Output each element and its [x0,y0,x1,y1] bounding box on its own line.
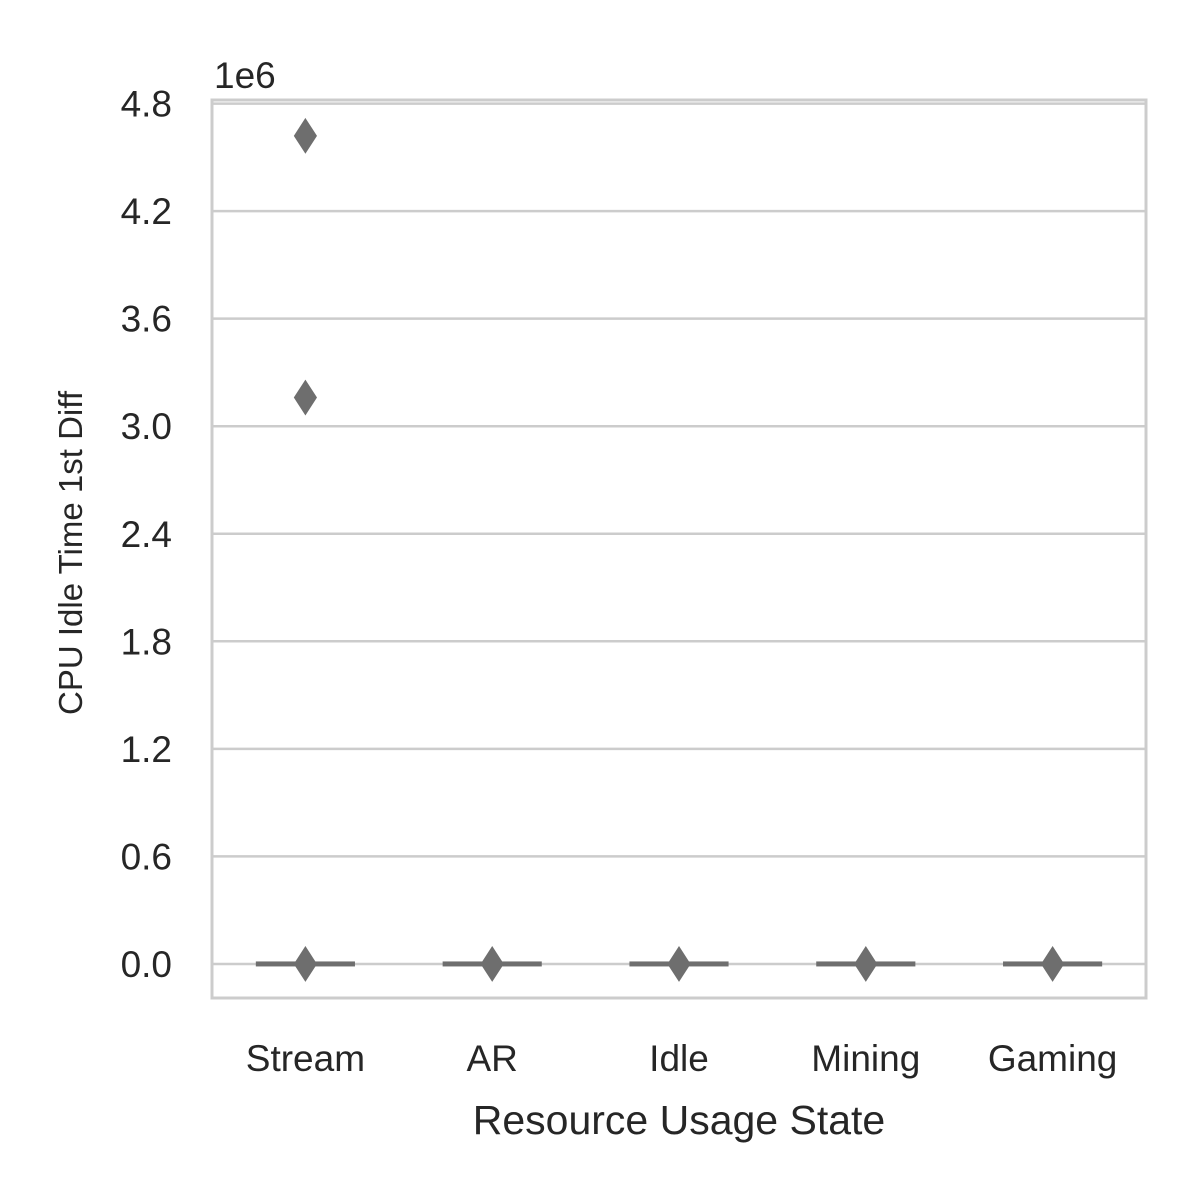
y-tick-label: 0.6 [121,836,172,877]
outlier-point [854,946,878,982]
y-tick-label: 0.0 [121,944,172,985]
y-tick-labels: 0.0 0.6 1.2 1.8 2.4 3.0 3.6 4.2 4.8 [121,84,172,985]
box-stream [255,117,355,982]
x-tick-label: Stream [246,1038,365,1079]
y-tick-label: 1.2 [121,729,172,770]
outlier-point [667,946,691,982]
y-tick-label: 3.0 [121,406,172,447]
x-tick-label: Gaming [988,1038,1118,1079]
y-tick-label: 4.8 [121,84,172,125]
outlier-point [293,379,317,416]
x-tick-labels: Stream AR Idle Mining Gaming [246,1038,1118,1079]
outlier-point [480,946,504,982]
box-mining [816,946,916,982]
x-tick-label: Idle [649,1038,709,1079]
outlier-point [293,946,317,982]
gridlines [212,102,1146,966]
plot-frame [210,98,1148,1000]
y-tick-label: 2.4 [121,514,172,555]
outlier-point [293,117,317,154]
y-axis-label: CPU Idle Time 1st Diff [52,390,89,715]
y-tick-label: 4.2 [121,191,172,232]
box-marks [255,117,1103,982]
y-tick-label: 3.6 [121,299,172,340]
x-tick-label: AR [466,1038,517,1079]
box-ar [442,946,542,982]
x-tick-label: Mining [811,1038,920,1079]
x-axis-label: Resource Usage State [473,1097,886,1143]
y-offset-label: 1e6 [214,55,276,96]
box-idle [629,946,729,982]
outlier-point [1041,946,1065,982]
box-gaming [1003,946,1103,982]
y-tick-label: 1.8 [121,621,172,662]
